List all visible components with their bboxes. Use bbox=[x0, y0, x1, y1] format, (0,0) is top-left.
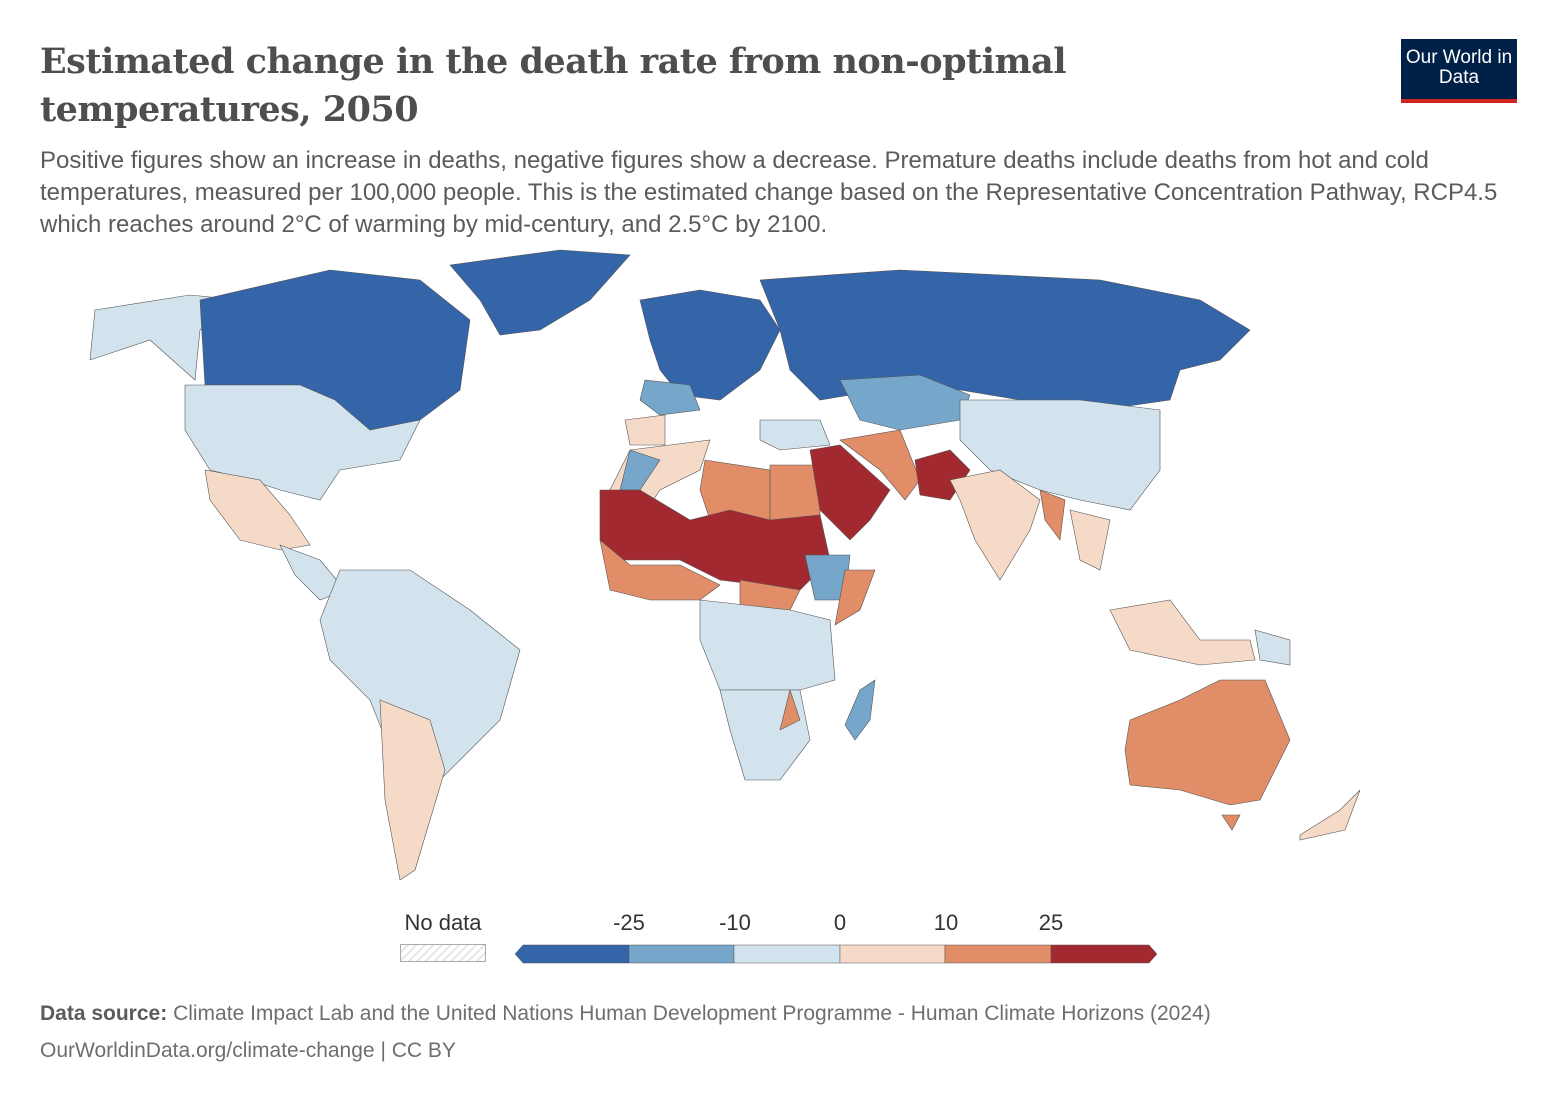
country-region[interactable] bbox=[759, 269, 1251, 411]
country-region[interactable] bbox=[184, 384, 421, 501]
country-region[interactable] bbox=[1254, 629, 1291, 666]
no-data-swatch bbox=[400, 944, 486, 962]
chart-subtitle: Positive figures show an increase in dea… bbox=[40, 147, 1498, 238]
country-region[interactable] bbox=[204, 469, 311, 551]
license-link[interactable]: | CC BY bbox=[380, 1039, 456, 1062]
country-region[interactable] bbox=[1039, 489, 1066, 541]
country-region[interactable] bbox=[449, 249, 631, 336]
country-region[interactable] bbox=[624, 414, 666, 446]
country-region[interactable] bbox=[844, 679, 876, 741]
source-label: Data source: bbox=[40, 1002, 168, 1025]
legend-bin[interactable] bbox=[839, 944, 946, 964]
source-text: Climate Impact Lab and the United Nation… bbox=[173, 1002, 1211, 1025]
country-region[interactable] bbox=[949, 469, 1041, 581]
legend-tick: -10 bbox=[719, 910, 751, 935]
no-data-label: No data bbox=[404, 910, 482, 935]
country-region[interactable] bbox=[1109, 599, 1256, 666]
country-region[interactable] bbox=[779, 688, 801, 731]
owid-link[interactable]: OurWorldinData.org/climate-change bbox=[40, 1039, 375, 1062]
world-map[interactable] bbox=[0, 245, 1552, 895]
country-region[interactable] bbox=[719, 689, 811, 781]
country-region[interactable] bbox=[809, 444, 891, 541]
legend-tick: 25 bbox=[1038, 910, 1064, 935]
country-region[interactable] bbox=[1069, 509, 1111, 571]
country-region[interactable] bbox=[759, 419, 831, 451]
country-region[interactable] bbox=[959, 399, 1161, 511]
country-region[interactable] bbox=[319, 569, 521, 791]
legend-bin[interactable] bbox=[944, 944, 1052, 964]
footer-links: OurWorldinData.org/climate-change | CC B… bbox=[40, 1039, 456, 1063]
color-legend: No data -25 -10 0 10 25 bbox=[0, 900, 1552, 980]
legend-bin[interactable] bbox=[1050, 944, 1158, 964]
country-region[interactable] bbox=[379, 699, 446, 881]
owid-logo[interactable]: Our World in Data bbox=[1401, 39, 1517, 103]
country-region[interactable] bbox=[599, 539, 721, 601]
country-region[interactable] bbox=[639, 289, 781, 401]
country-region[interactable] bbox=[839, 429, 921, 501]
country-region[interactable] bbox=[769, 464, 821, 521]
legend-bin[interactable] bbox=[628, 944, 735, 964]
country-region[interactable] bbox=[1124, 679, 1291, 806]
country-region[interactable] bbox=[639, 379, 701, 416]
legend-bin[interactable] bbox=[733, 944, 841, 964]
legend-tick: 10 bbox=[933, 910, 959, 935]
legend-color-bar bbox=[515, 944, 1158, 964]
country-region[interactable] bbox=[1221, 814, 1241, 831]
chart-title: Estimated change in the death rate from … bbox=[40, 41, 1067, 130]
data-source: Data source: Climate Impact Lab and the … bbox=[40, 1002, 1211, 1026]
legend-bin[interactable] bbox=[515, 944, 630, 964]
country-region[interactable] bbox=[1299, 789, 1361, 841]
country-region[interactable] bbox=[699, 599, 836, 691]
legend-tick: 0 bbox=[833, 910, 847, 935]
country-region[interactable] bbox=[834, 569, 876, 626]
legend-tick: -25 bbox=[613, 910, 645, 935]
